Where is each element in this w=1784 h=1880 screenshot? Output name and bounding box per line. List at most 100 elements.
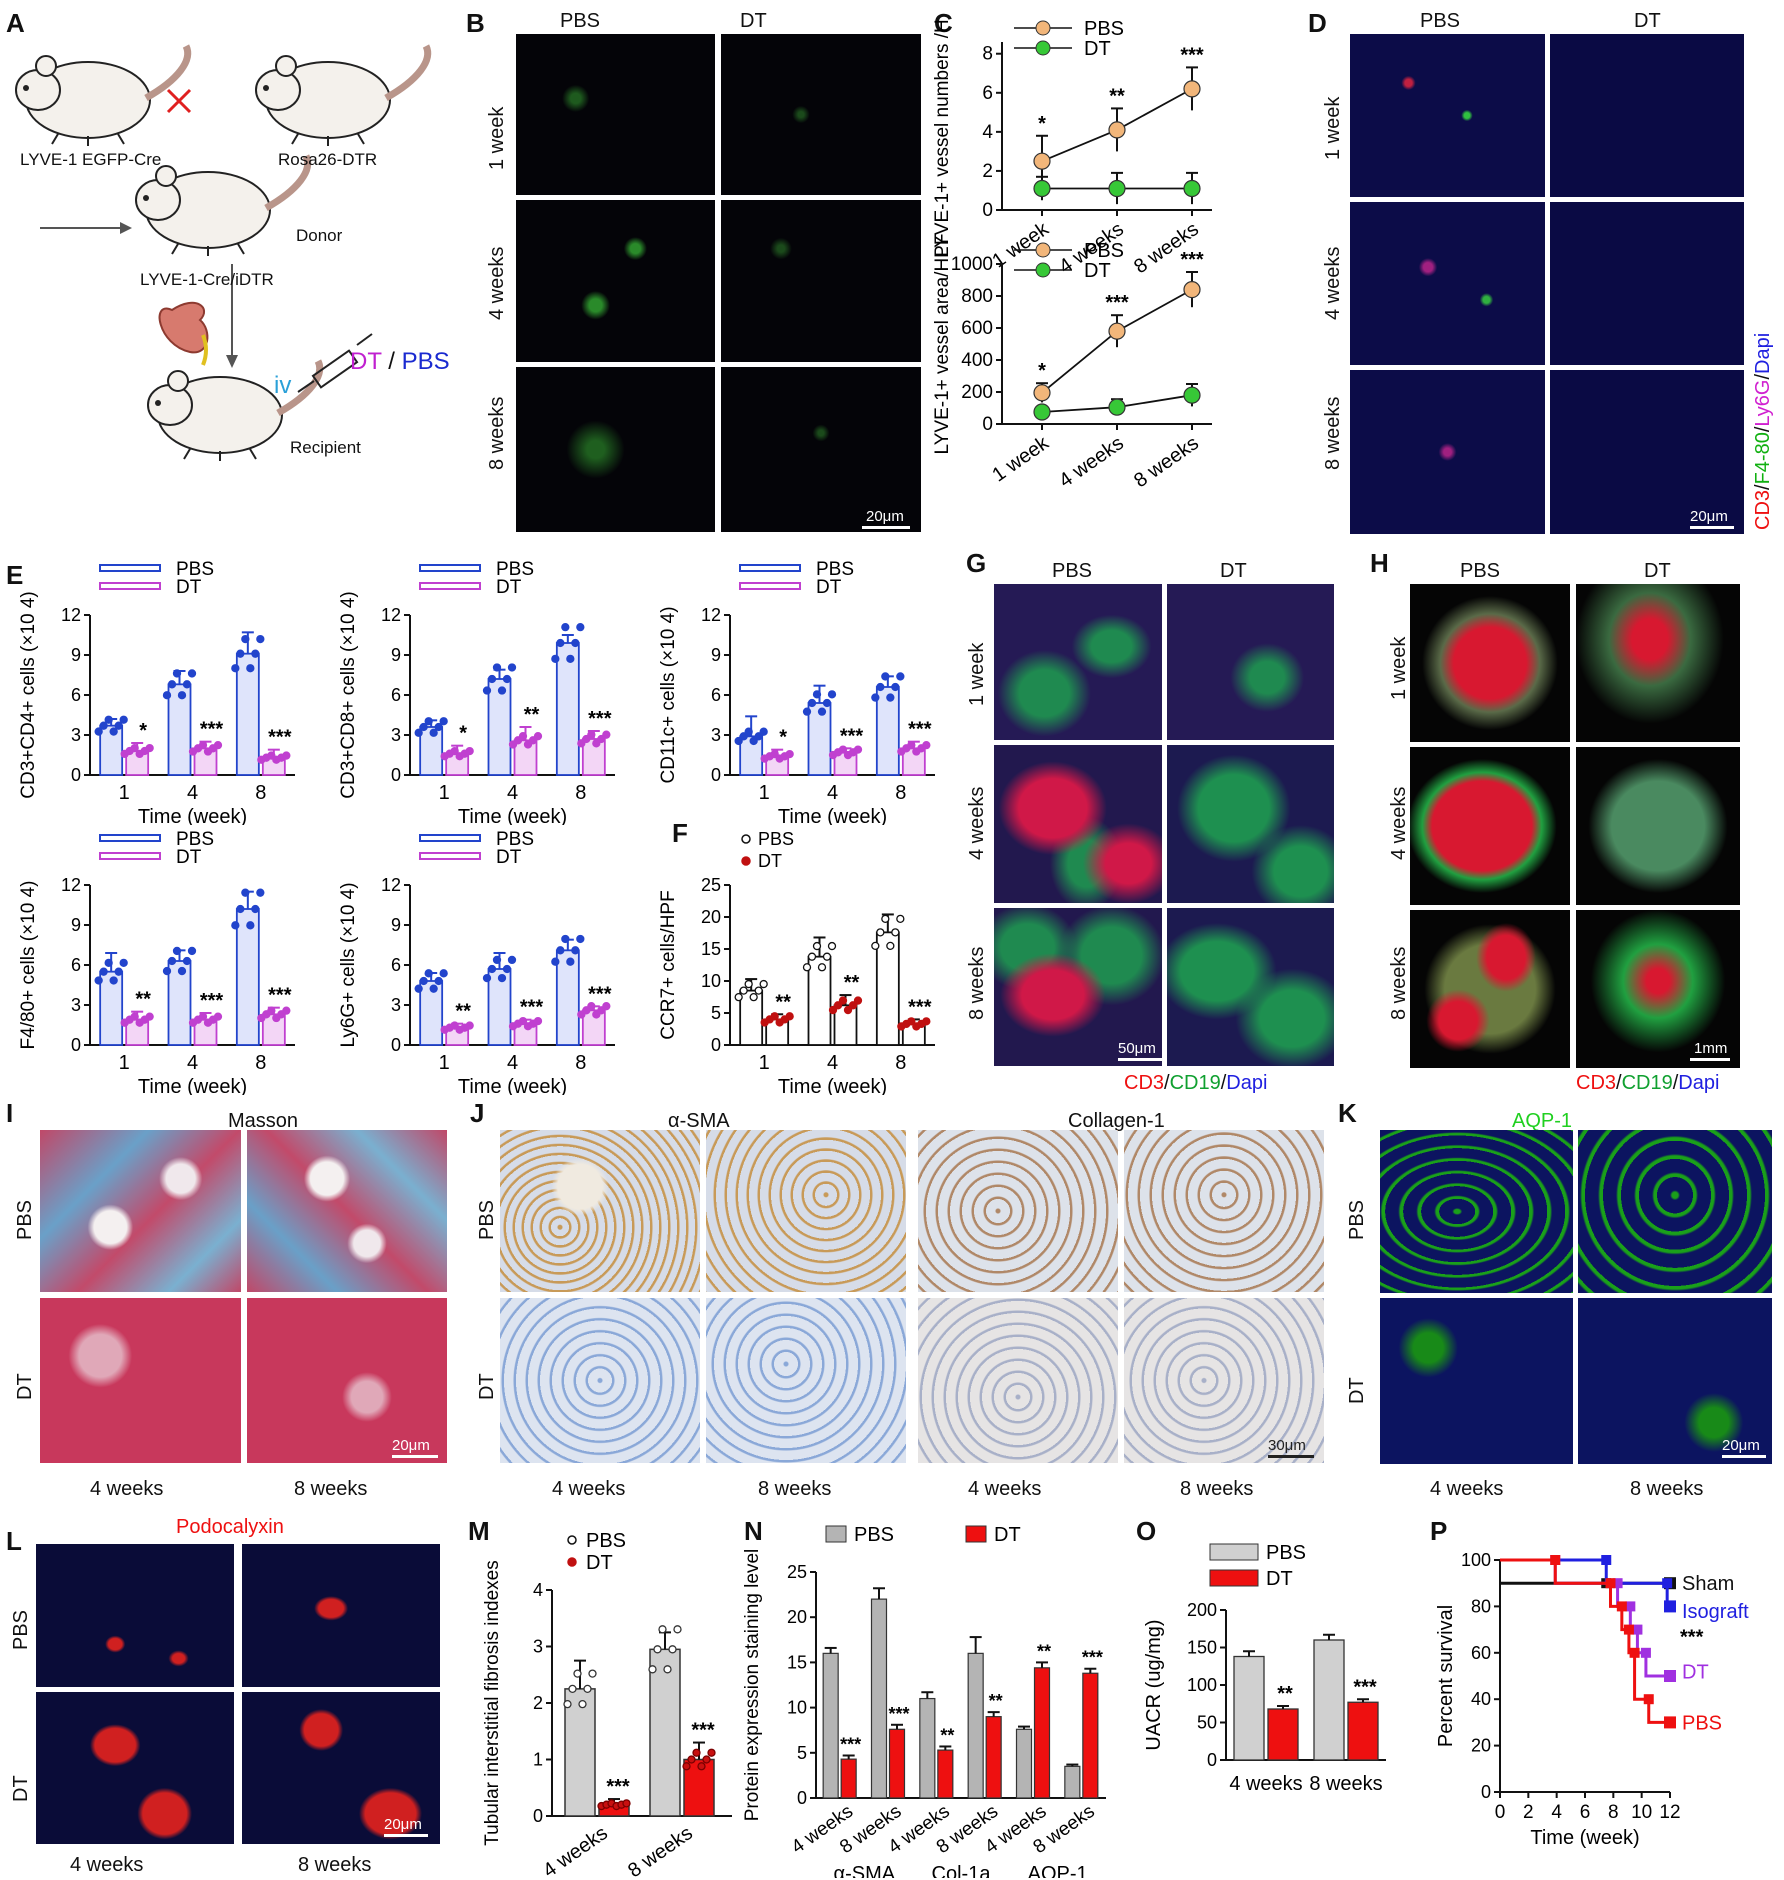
data-point [817,707,827,716]
legend-swatch [419,852,481,860]
bar [1082,1672,1099,1799]
x-tick-label: 6 [1580,1802,1591,1823]
data-point [822,952,832,961]
data-point [802,707,812,716]
legend-swatch [99,834,161,842]
data-point [622,1799,631,1808]
panel-letter-e: E [6,560,24,590]
data-point [602,1002,611,1011]
significance-label: *** [268,985,292,1007]
data-point [502,674,512,684]
x-tick-label: 4 [1551,1802,1562,1823]
y-tick-label: 6 [711,685,721,705]
data-point [267,1006,276,1015]
scale-bar-label: 30μm [1268,1437,1306,1454]
row-label-8-weeks: 8 weeks [1388,946,1410,1020]
bar [235,908,260,1046]
micrograph-b-dt-8w [721,367,921,532]
bar [1313,1639,1345,1761]
legend-label: DT [1084,260,1111,282]
y-tick-label: 6 [71,685,81,705]
legend-marker [741,834,751,844]
data-point [429,984,438,993]
censor-marker [1616,1601,1627,1612]
data-point [1033,384,1051,402]
y-tick-label: 3 [391,995,401,1015]
scale-bar-label: 20μm [384,1816,422,1833]
data-point [104,958,113,968]
end-marker [1664,1600,1676,1613]
data-point [663,1665,672,1674]
mouse-rosa26 [256,46,428,146]
scale-bar-label: 20μm [392,1437,430,1454]
data-point [673,1625,682,1634]
significance-label: *** [888,1704,909,1724]
y-tick-label: 9 [391,915,401,935]
micrograph-k-pbs-4w [1380,1130,1573,1293]
data-point [1108,322,1126,340]
row-label-8-weeks: 8 weeks [966,946,988,1020]
legend-swatch [1209,1569,1259,1587]
significance-label: *** [908,719,932,741]
micrograph-d-pbs-4w [1350,202,1545,365]
micrograph-j-col1-pbs-8w [1124,1130,1324,1292]
data-point [439,717,448,726]
x-tick-label: 8 [255,1052,266,1074]
x-tick-label: 8 [1608,1802,1619,1823]
col-label-dt: DT [1644,560,1671,582]
panel-title-podocalyxin: Podocalyxin [176,1516,284,1538]
data-point [770,1012,779,1021]
y-tick-label: 12 [381,875,401,895]
data-point [114,721,123,730]
data-point [414,728,423,737]
legend-label: PBS [586,1530,626,1552]
x-tick-label: 4 [507,782,518,804]
x-tick-label: 4 weeks [1229,1773,1302,1795]
data-point [424,969,433,978]
y-tick-label: 12 [701,605,721,625]
data-point [119,715,128,724]
legend-label: DT [758,851,782,871]
data-point [507,663,517,672]
significance-label: *** [588,708,612,730]
data-point [94,976,103,985]
x-tick-label: 4 weeks [1055,432,1128,492]
y-tick-label: 6 [71,955,81,975]
panel-letter-i: I [6,1098,14,1128]
y-tick-label: 100 [1461,1550,1491,1570]
x-tick-label: 8 weeks [624,1822,697,1878]
data-point [236,904,245,914]
data-point [744,727,753,736]
y-tick-label: 9 [391,645,401,665]
data-point [827,690,837,699]
y-tick-label: 0 [391,765,401,785]
data-point [172,946,182,956]
significance-label: ** [1109,85,1125,107]
significance-label: ** [1037,1641,1051,1661]
y-tick-label: 4 [533,1580,543,1600]
data-point [145,1012,154,1021]
data-point [1183,386,1201,404]
data-point [1183,179,1201,198]
data-point [119,958,128,968]
legend-label: DT [496,847,522,868]
data-point [213,740,223,750]
bar [1233,1655,1265,1761]
scale-bar [1268,1455,1314,1458]
legend-label: DT [994,1524,1021,1546]
legend-marker [1035,242,1051,258]
data-point [571,638,580,648]
significance-label: * [779,727,787,749]
censor-marker [1601,1555,1612,1565]
breeding-scheme-diagram [0,0,440,470]
bar [985,1716,1002,1799]
legend-label: DT [1084,38,1111,60]
x-tick-label: 1 [759,782,770,804]
panel-title-collagen1: Collagen-1 [1068,1110,1165,1132]
data-point [1033,179,1051,198]
micrograph-j-asma-pbs-8w [706,1130,906,1292]
col-label-8-weeks: 8 weeks [758,1478,832,1500]
legend-label: DT [176,577,202,598]
